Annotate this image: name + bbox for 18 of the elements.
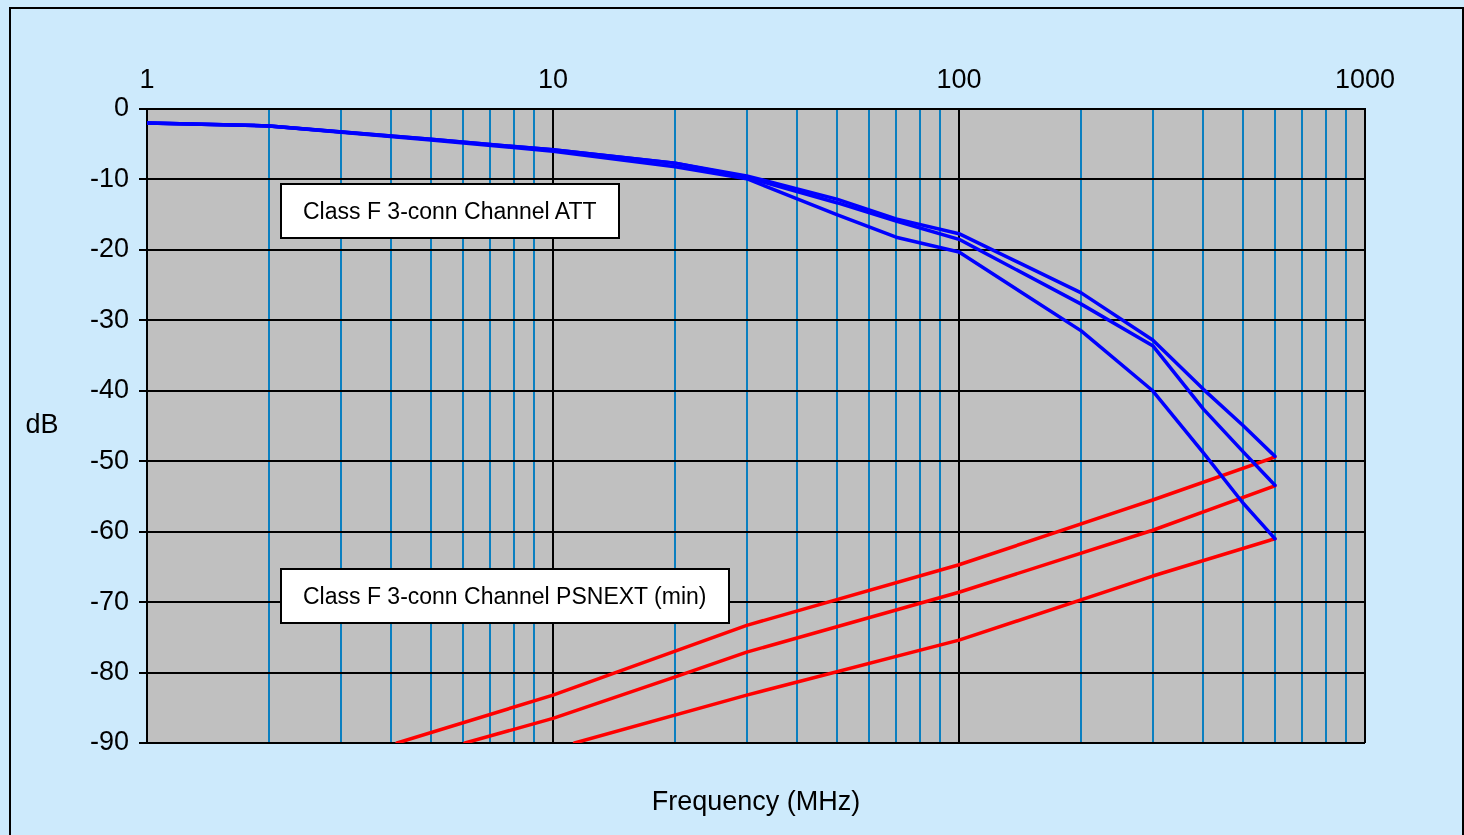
y-tick-label: -10 [89,162,129,193]
annotation: Class F 3-conn Channel ATT [280,183,620,239]
y-axis-title: dB [25,409,59,440]
x-tick-label: 10 [537,64,569,95]
x-tick-label: 1 [139,64,155,95]
annotation: Class F 3-conn Channel PSNEXT (min) [280,568,730,624]
y-tick-label: -90 [89,726,129,757]
y-tick-label: -30 [89,303,129,334]
x-tick-label: 100 [936,64,982,95]
y-tick-label: -20 [89,233,129,264]
y-tick-label: -70 [89,585,129,616]
y-tick-label: -40 [89,374,129,405]
x-tick-label: 1000 [1334,64,1396,95]
y-tick-label: -80 [89,656,129,687]
y-tick-label: -50 [89,444,129,475]
y-tick-label: -60 [89,515,129,546]
x-axis-title: Frequency (MHz) [651,786,861,817]
y-tick-label: 0 [113,92,129,123]
